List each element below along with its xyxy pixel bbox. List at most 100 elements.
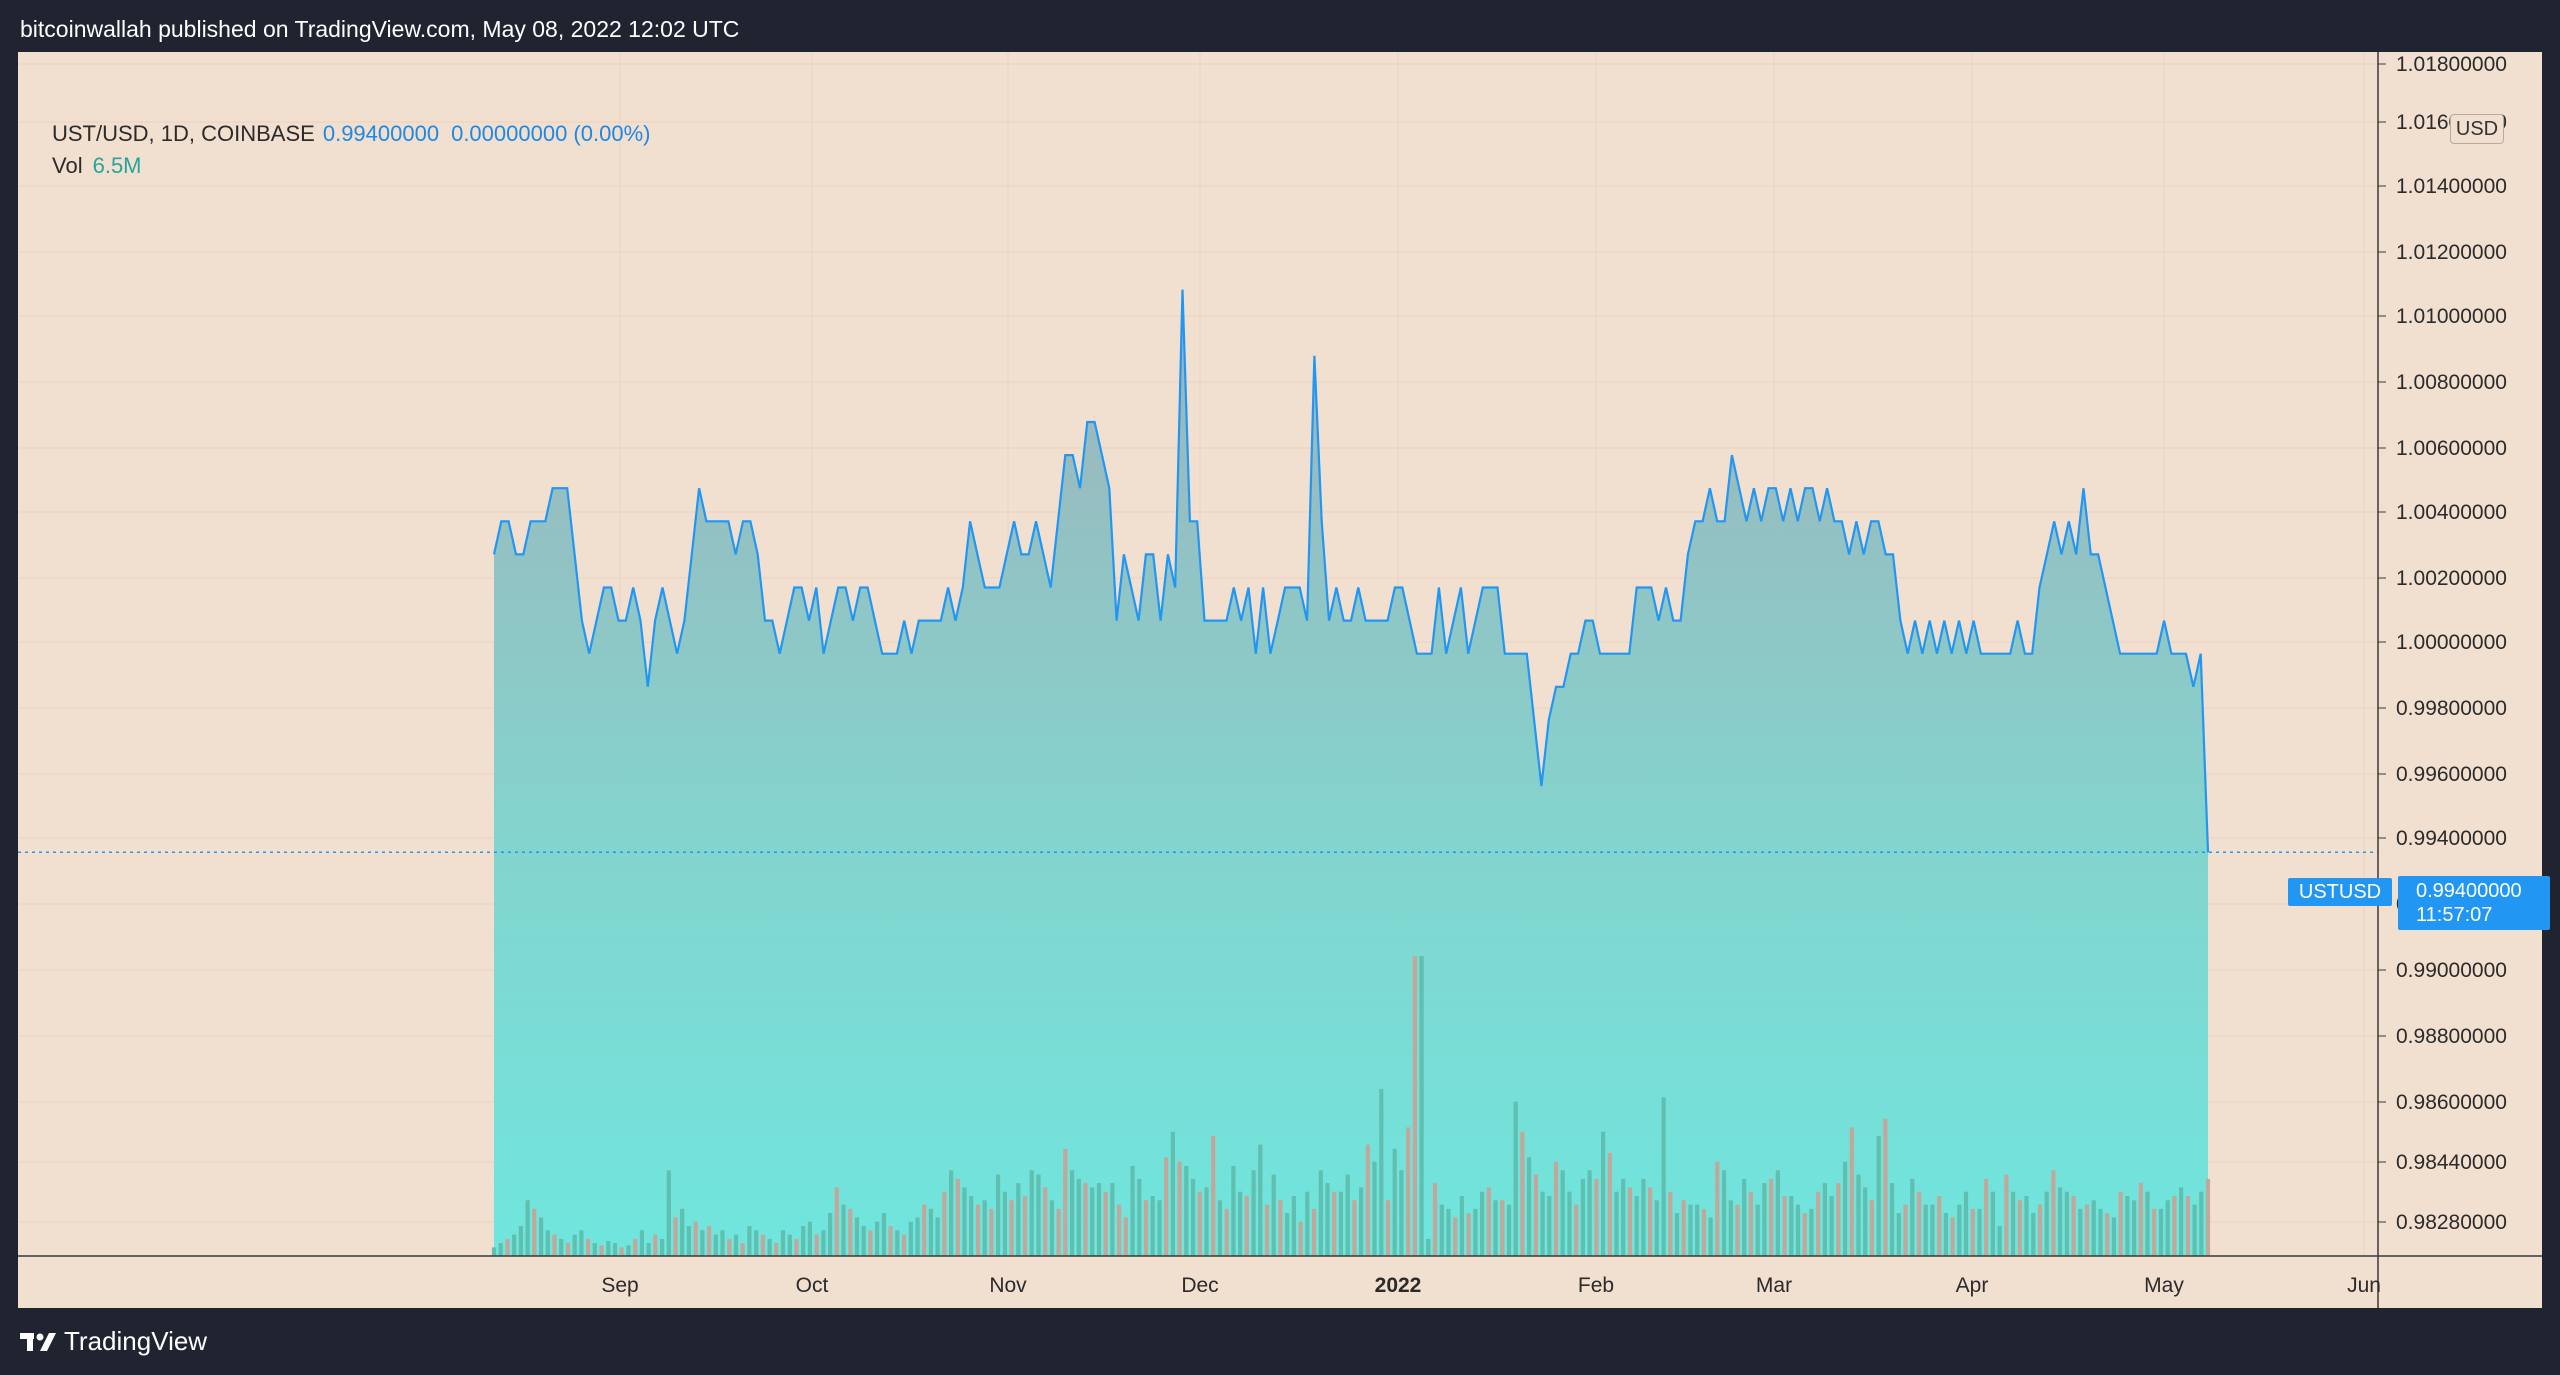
volume-bar bbox=[1997, 1226, 2002, 1256]
volume-bar bbox=[1742, 1178, 1747, 1256]
volume-bar bbox=[922, 1204, 927, 1256]
volume-bar bbox=[1876, 1136, 1881, 1256]
volume-bar bbox=[1802, 1213, 1807, 1256]
volume-bar bbox=[1002, 1191, 1007, 1256]
volume-bar bbox=[1036, 1174, 1041, 1256]
volume-bar bbox=[1224, 1208, 1229, 1256]
change-value: 0.00000000 (0.00%) bbox=[451, 121, 651, 146]
volume-bar bbox=[2071, 1196, 2076, 1256]
volume-bar bbox=[1258, 1144, 1263, 1256]
volume-bar bbox=[1930, 1204, 1935, 1256]
volume-bar bbox=[942, 1191, 947, 1256]
symbol-title[interactable]: UST/USD, 1D, COINBASE bbox=[52, 121, 315, 146]
volume-bar bbox=[2152, 1208, 2157, 1256]
volume-bar bbox=[1654, 1200, 1659, 1256]
volume-bar bbox=[1211, 1136, 1216, 1256]
tradingview-logo[interactable]: TradingView bbox=[20, 1326, 207, 1357]
volume-bar bbox=[1957, 1204, 1962, 1256]
volume-bar bbox=[841, 1204, 846, 1256]
volume-bar bbox=[1197, 1191, 1202, 1256]
volume-bar bbox=[2084, 1204, 2090, 1256]
volume-bar bbox=[1399, 1170, 1404, 1256]
volume-bar bbox=[2051, 1170, 2056, 1256]
volume-bar bbox=[2091, 1200, 2096, 1256]
volume-bar bbox=[1130, 1166, 1135, 1256]
volume-bar bbox=[1916, 1191, 1922, 1256]
time-tick-label: 2022 bbox=[1375, 1274, 1422, 1297]
volume-bar bbox=[565, 1243, 571, 1256]
volume-bar bbox=[828, 1213, 833, 1256]
price-tick-label: 1.01400000 bbox=[2396, 175, 2507, 198]
volume-bar bbox=[1594, 1178, 1599, 1256]
chart-legend: UST/USD, 1D, COINBASE 0.99400000 0.0000000… bbox=[52, 118, 650, 182]
volume-bar bbox=[1574, 1204, 1579, 1256]
volume-bar bbox=[2044, 1191, 2049, 1256]
volume-bar bbox=[599, 1245, 604, 1256]
volume-bar bbox=[1722, 1170, 1727, 1256]
volume-bar bbox=[1305, 1191, 1310, 1256]
time-tick-label: Feb bbox=[1578, 1274, 1614, 1297]
volume-bar bbox=[1923, 1204, 1928, 1256]
volume-bar bbox=[1191, 1178, 1196, 1256]
volume-bar bbox=[2145, 1191, 2150, 1256]
volume-bar bbox=[780, 1230, 786, 1256]
volume-bar bbox=[660, 1238, 665, 1256]
volume-bar bbox=[2205, 1178, 2211, 1256]
volume-bar bbox=[1480, 1191, 1485, 1256]
volume-bar bbox=[1674, 1213, 1680, 1256]
volume-bar bbox=[1016, 1183, 1021, 1256]
volume-bar bbox=[579, 1230, 584, 1256]
volume-bar bbox=[1298, 1221, 1303, 1256]
volume-bar bbox=[1453, 1217, 1458, 1256]
volume-bar bbox=[1372, 1161, 1377, 1256]
volume-bar bbox=[2111, 1217, 2116, 1256]
price-tick-label: 1.01000000 bbox=[2396, 305, 2507, 328]
volume-bar bbox=[1708, 1217, 1713, 1256]
volume-bar bbox=[733, 1234, 739, 1256]
volume-bar bbox=[2031, 1213, 2036, 1256]
volume-bar bbox=[969, 1196, 974, 1256]
volume-bar bbox=[1533, 1174, 1538, 1256]
volume-bar bbox=[975, 1204, 981, 1256]
volume-bar bbox=[1238, 1191, 1243, 1256]
volume-bar bbox=[532, 1208, 537, 1256]
volume-bar bbox=[1244, 1196, 1249, 1256]
volume-bar bbox=[1950, 1217, 1955, 1256]
volume-bar bbox=[1359, 1187, 1364, 1256]
chart-panel[interactable]: 1.018000001.016000001.014000001.01200000… bbox=[18, 52, 2550, 1308]
volume-bar bbox=[653, 1234, 658, 1256]
volume-bar bbox=[713, 1234, 718, 1256]
volume-bar bbox=[1278, 1200, 1283, 1256]
volume-bar bbox=[1728, 1200, 1733, 1256]
volume-bar bbox=[1789, 1196, 1794, 1256]
tradingview-logo-icon bbox=[20, 1332, 56, 1351]
volume-bar bbox=[1990, 1191, 1995, 1256]
volume-bar bbox=[1123, 1217, 1128, 1256]
volume-bar bbox=[539, 1217, 544, 1256]
volume-bar bbox=[1607, 1153, 1612, 1256]
volume-bar bbox=[2064, 1191, 2069, 1256]
volume-bar bbox=[794, 1238, 799, 1256]
volume-bar bbox=[1829, 1196, 1834, 1256]
volume-bar bbox=[1029, 1170, 1034, 1256]
volume-bar bbox=[888, 1226, 893, 1256]
volume-bar bbox=[2078, 1208, 2083, 1256]
volume-bar bbox=[854, 1217, 860, 1256]
volume-bar bbox=[1769, 1178, 1774, 1256]
price-chart[interactable]: 1.018000001.016000001.014000001.01200000… bbox=[18, 52, 2542, 1308]
volume-bar bbox=[1285, 1213, 1290, 1256]
volume-bar bbox=[693, 1221, 698, 1256]
volume-label[interactable]: Vol bbox=[52, 153, 83, 178]
volume-bar bbox=[673, 1217, 678, 1256]
volume-bar bbox=[881, 1213, 886, 1256]
volume-bar bbox=[1096, 1183, 1102, 1256]
volume-value: 6.5M bbox=[92, 153, 142, 178]
volume-bar bbox=[1204, 1187, 1209, 1256]
volume-bar bbox=[1137, 1178, 1142, 1256]
currency-badge[interactable]: USD bbox=[2450, 114, 2504, 144]
volume-bar bbox=[908, 1221, 913, 1256]
volume-bar bbox=[1352, 1200, 1357, 1256]
volume-bar bbox=[646, 1243, 651, 1256]
volume-bar bbox=[1795, 1204, 1801, 1256]
volume-bar bbox=[505, 1238, 510, 1256]
